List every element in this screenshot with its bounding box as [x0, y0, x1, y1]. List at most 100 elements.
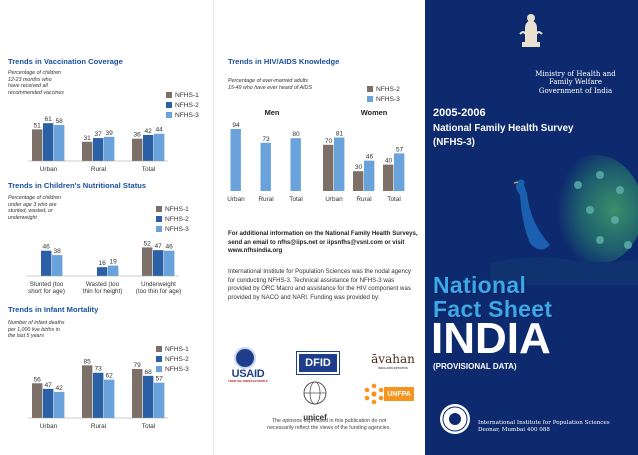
- bar-nfhs3-1: [104, 136, 115, 161]
- cover-fact-line2: Fact Sheet: [433, 296, 553, 322]
- legend-swatch-nfhs2: [166, 102, 172, 108]
- legend-item: NFHS-2: [367, 84, 400, 94]
- legend-label: NFHS-2: [175, 101, 199, 109]
- bar-nfhs3-1: [260, 142, 271, 191]
- bar-value-label: 42: [145, 128, 153, 135]
- unfpa-text: UNFPA: [384, 387, 414, 401]
- category-label: Underweight: [141, 281, 176, 288]
- category-label: Total: [289, 196, 303, 203]
- ministry-text: Ministry of Health and Family Welfare Go…: [535, 70, 616, 95]
- bar-value-label: 36: [134, 132, 142, 139]
- bar-nfhs3-3: [334, 137, 345, 191]
- bar-nfhs3-1: [108, 265, 119, 276]
- category-label: Rural: [91, 166, 106, 173]
- cover-years: 2005-2006: [433, 107, 486, 119]
- legend-swatch-nfhs3: [166, 112, 172, 118]
- legend-item: NFHS-2: [156, 354, 189, 364]
- category-label: Stunted (too: [30, 281, 64, 288]
- national-emblem-icon: [519, 14, 543, 47]
- legend-swatch-nfhs3: [156, 226, 162, 232]
- bar-value-label: 47: [45, 382, 53, 389]
- bar-nfhs3-0: [52, 255, 63, 276]
- bar-nfhs2-1: [93, 372, 104, 418]
- bar-nfhs3-5: [394, 153, 405, 191]
- bar-value-label: 81: [336, 131, 344, 138]
- legend-label: NFHS-3: [165, 365, 189, 373]
- bar-value-label: 42: [56, 385, 64, 392]
- avahan-text: āvahan: [371, 352, 415, 366]
- category-label: Rural: [91, 423, 106, 430]
- bar-value-label: 47: [155, 243, 163, 250]
- bar-nfhs3-2: [154, 382, 165, 418]
- category-label: (too thin for age): [136, 288, 181, 295]
- legend-item: NFHS-1: [156, 344, 189, 354]
- category-label: Rural: [356, 196, 371, 203]
- cover-panel: Ministry of Health and Family Welfare Go…: [425, 0, 638, 455]
- legend-swatch-nfhs3: [367, 96, 373, 102]
- iips-seal-icon: [440, 404, 470, 434]
- legend-label: NFHS-1: [165, 205, 189, 213]
- bar-value-label: 57: [396, 146, 404, 153]
- bar-value-label: 46: [166, 244, 174, 251]
- legend-item: NFHS-1: [156, 204, 189, 214]
- cover-provisional: (PROVISIONAL DATA): [433, 362, 517, 371]
- hiv-desc: Percentage of ever-married adults 15-49 …: [228, 78, 313, 91]
- vaccination-desc: Percentage of children 12-23 months who …: [8, 70, 64, 96]
- middle-panel: Trends in HIV/AIDS Knowledge Percentage …: [213, 0, 425, 455]
- category-label: Total: [387, 196, 401, 203]
- bar-nfhs2-2: [143, 134, 154, 161]
- legend-label: NFHS-2: [376, 85, 400, 93]
- legend-label: NFHS-1: [165, 345, 189, 353]
- avahan-logo: āvahan INDIA AIDS INITIATIVE: [367, 348, 419, 374]
- bar-value-label: 19: [110, 259, 118, 266]
- cover-survey-title: National Family Health Survey (NFHS-3): [433, 123, 574, 148]
- bar-nfhs1-0: [32, 129, 43, 161]
- bar-nfhs3-0: [54, 125, 65, 161]
- bar-value-label: 73: [95, 366, 103, 373]
- bar-nfhs3-2: [290, 138, 301, 191]
- bar-value-label: 62: [106, 373, 114, 380]
- bar-nfhs2-1: [97, 267, 108, 276]
- category-label: Total: [142, 423, 156, 430]
- bar-nfhs3-0: [230, 128, 241, 191]
- bar-nfhs2-1: [93, 138, 104, 161]
- mortality-title: Trends in Infant Mortality: [8, 305, 99, 314]
- bar-nfhs2-4: [353, 171, 364, 191]
- nutrition-desc: Percentage of children under age 3 who a…: [8, 195, 62, 221]
- group-header-men: Men: [265, 108, 280, 117]
- usaid-subtext: FROM THE AMERICAN PEOPLE: [228, 379, 268, 383]
- avahan-subtext: INDIA AIDS INITIATIVE: [378, 366, 408, 370]
- legend-item: NFHS-3: [156, 224, 189, 234]
- govt-india-seal: [234, 347, 256, 369]
- bar-value-label: 16: [99, 260, 107, 267]
- category-label: Rural: [258, 196, 273, 203]
- category-label: Urban: [40, 423, 58, 430]
- bar-value-label: 40: [385, 158, 393, 165]
- peacock-illustration: [490, 155, 638, 285]
- legend-swatch-nfhs1: [156, 346, 162, 352]
- bar-value-label: 44: [156, 127, 164, 134]
- legend-item: NFHS-2: [166, 100, 199, 110]
- nutrition-title: Trends in Children's Nutritional Status: [8, 181, 147, 190]
- category-label: Total: [142, 166, 156, 173]
- left-panel: Trends in Vaccination Coverage Percentag…: [0, 0, 213, 455]
- about-text: International Institute for Population S…: [228, 268, 411, 301]
- bar-nfhs2-2: [153, 250, 164, 276]
- bar-nfhs3-2: [164, 250, 175, 276]
- contact-text: For additional information on the Nation…: [228, 230, 418, 255]
- bar-nfhs2-2: [143, 375, 154, 418]
- bar-nfhs3-4: [364, 160, 375, 191]
- group-header-women: Women: [361, 108, 388, 117]
- bar-nfhs2-0: [43, 388, 54, 418]
- dfid-logo: DFID: [296, 351, 340, 375]
- bar-nfhs1-1: [82, 141, 93, 161]
- bar-nfhs1-1: [82, 365, 93, 418]
- bar-value-label: 85: [84, 358, 92, 365]
- category-label: Urban: [227, 196, 245, 203]
- bar-nfhs1-2: [132, 138, 143, 161]
- usaid-text: USAID: [231, 367, 265, 380]
